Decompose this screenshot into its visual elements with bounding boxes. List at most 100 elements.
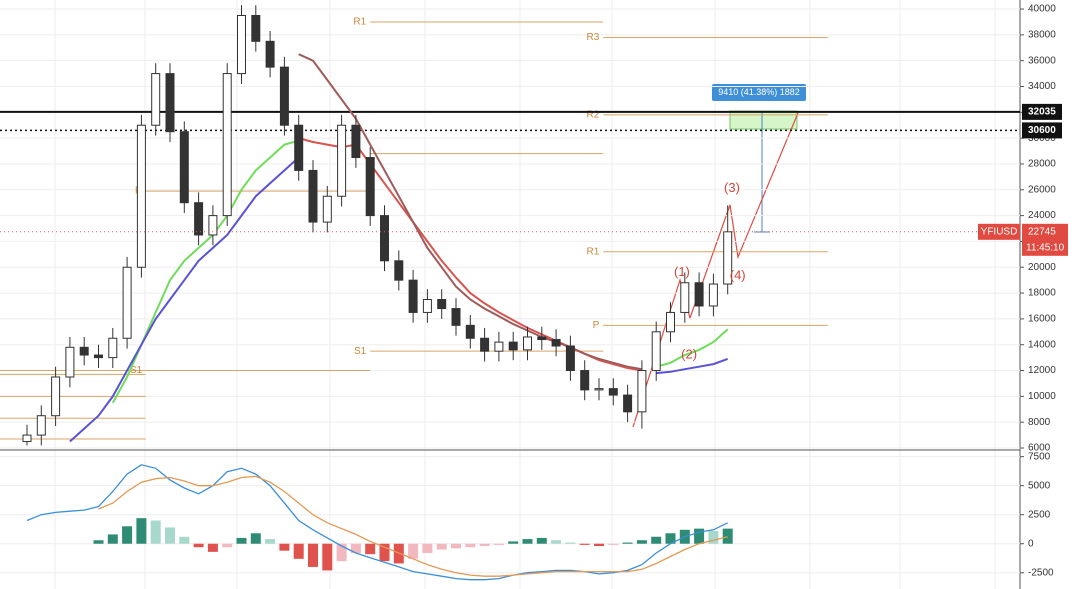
current-price-label: 22745 bbox=[1028, 226, 1056, 237]
macd-bar bbox=[522, 539, 533, 544]
symbol-tag bbox=[978, 223, 1020, 240]
macd-bar bbox=[565, 542, 576, 544]
candle-body bbox=[337, 124, 347, 197]
macd-bar bbox=[193, 543, 204, 548]
macd-bar bbox=[551, 540, 562, 544]
candle-body bbox=[651, 331, 661, 372]
macd-bar bbox=[365, 543, 376, 555]
y-tick-label: 20000 bbox=[1028, 262, 1056, 273]
wave-path bbox=[632, 112, 799, 428]
candle-body bbox=[637, 370, 647, 413]
candle-body bbox=[136, 124, 146, 268]
candle-body bbox=[365, 157, 375, 217]
candle-body bbox=[394, 260, 404, 281]
candle-body bbox=[265, 40, 275, 68]
macd-bar bbox=[579, 543, 590, 545]
candle-body bbox=[494, 341, 504, 352]
macd-bar bbox=[336, 543, 347, 562]
candle-body bbox=[308, 169, 318, 223]
y-tick-label: 38000 bbox=[1028, 29, 1056, 40]
macd-bar bbox=[379, 543, 390, 562]
macd-bar bbox=[436, 543, 447, 550]
candle-body bbox=[537, 336, 547, 341]
candle-body bbox=[279, 66, 289, 126]
candle-body bbox=[108, 337, 118, 359]
y-tick-label: 14000 bbox=[1028, 339, 1056, 350]
y-tick-label: 34000 bbox=[1028, 81, 1056, 92]
candle-body bbox=[694, 282, 704, 307]
y-tick-label: 26000 bbox=[1028, 184, 1056, 195]
candle-body bbox=[508, 341, 518, 351]
y-tick-label: 6000 bbox=[1028, 443, 1051, 454]
y-tick-label: 40000 bbox=[1028, 4, 1056, 15]
measure-box bbox=[729, 110, 798, 130]
price-tag-label: 30600 bbox=[1028, 125, 1056, 136]
candle-body bbox=[465, 324, 475, 339]
macd-line bbox=[98, 475, 728, 577]
macd-bar bbox=[694, 528, 705, 544]
measure-label-box bbox=[712, 84, 806, 101]
price-tag-label: 32035 bbox=[1028, 107, 1056, 118]
candle-body bbox=[122, 266, 132, 339]
candle-body bbox=[380, 215, 389, 262]
macd-bar bbox=[136, 518, 147, 544]
candle-body bbox=[623, 394, 633, 413]
macd-bar bbox=[293, 543, 304, 559]
candle-body bbox=[351, 124, 361, 159]
candle-body bbox=[151, 73, 161, 126]
macd-bar bbox=[665, 533, 676, 544]
candle-body bbox=[551, 339, 561, 347]
macd-tick-label: 0 bbox=[1028, 538, 1034, 549]
macd-bar bbox=[236, 537, 247, 544]
macd-bar bbox=[651, 536, 662, 544]
candle-body bbox=[437, 299, 447, 310]
macd-bar bbox=[594, 543, 604, 547]
candle-body bbox=[594, 388, 604, 391]
candle-body bbox=[251, 14, 261, 42]
y-tick-label: 24000 bbox=[1028, 210, 1056, 221]
macd-bar bbox=[493, 543, 504, 545]
price-tag bbox=[1022, 122, 1062, 139]
macd-bar bbox=[479, 543, 490, 547]
candle-body bbox=[666, 311, 675, 333]
y-tick-label: 36000 bbox=[1028, 55, 1056, 66]
macd-bar bbox=[207, 543, 218, 552]
candle-body bbox=[451, 308, 461, 326]
macd-bar bbox=[465, 543, 476, 548]
candle-body bbox=[79, 346, 89, 356]
candle-body bbox=[608, 388, 618, 396]
candle-body bbox=[179, 131, 189, 204]
macd-bar bbox=[107, 534, 118, 544]
macd-bar bbox=[722, 528, 733, 544]
y-tick-label: 18000 bbox=[1028, 288, 1056, 299]
y-tick-label: 12000 bbox=[1028, 365, 1056, 376]
macd-bar bbox=[536, 537, 547, 544]
candle-body bbox=[408, 279, 418, 313]
candle-body bbox=[422, 299, 432, 313]
y-tick-label: 16000 bbox=[1028, 314, 1056, 325]
macd-bar bbox=[451, 543, 461, 549]
macd-tick-label: 2500 bbox=[1028, 509, 1051, 520]
pivot-label: S1 bbox=[130, 365, 143, 376]
pivot-label: R3 bbox=[586, 32, 599, 43]
pivot-label: R1 bbox=[586, 246, 599, 257]
candle-body bbox=[565, 345, 575, 372]
macd-bar bbox=[250, 533, 261, 544]
macd-bar bbox=[636, 540, 647, 544]
candle-body bbox=[208, 215, 218, 236]
macd-bar bbox=[422, 543, 433, 554]
candle-body bbox=[94, 354, 103, 359]
candle-body bbox=[322, 195, 332, 223]
macd-tick-label: 7500 bbox=[1028, 451, 1051, 462]
macd-bar bbox=[322, 543, 333, 571]
measure-label: 9410 (41.38%) 1882 bbox=[718, 87, 800, 97]
macd-line bbox=[26, 464, 728, 581]
wave-label: (4) bbox=[730, 268, 746, 283]
macd-bar bbox=[93, 540, 104, 544]
candle-body bbox=[294, 124, 304, 171]
macd-bar bbox=[622, 542, 633, 544]
price-tag bbox=[1022, 103, 1062, 120]
candle-body bbox=[36, 415, 46, 436]
